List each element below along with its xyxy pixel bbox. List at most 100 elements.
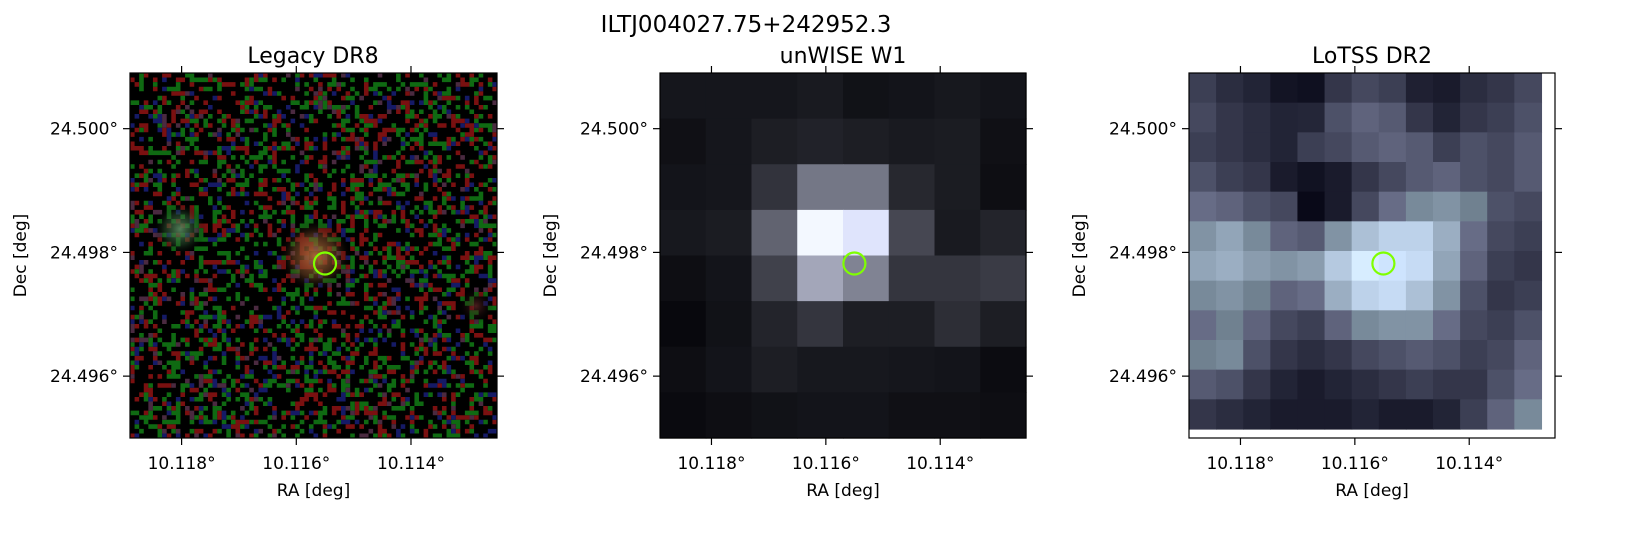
image-pixel — [1216, 102, 1244, 133]
image-pixel — [1487, 221, 1515, 252]
image-pixel — [1514, 310, 1543, 341]
image-pixel — [1460, 102, 1488, 133]
image-pixel — [1405, 251, 1434, 282]
image-pixel — [1378, 369, 1407, 400]
image-pixel — [1270, 251, 1299, 282]
image-pixel — [843, 392, 890, 439]
image-pixel — [980, 118, 1027, 165]
image-pixel — [1189, 162, 1217, 193]
image-pixel — [843, 164, 890, 211]
axes-frame — [1188, 72, 1556, 439]
image-pixel — [1189, 369, 1217, 400]
x-tick-label: 10.116° — [1321, 454, 1389, 474]
image-pixel — [1378, 132, 1407, 163]
lotss-dr2-axes: 10.118° 10.116° 10.114° 24.500° 24.498° 24.49… — [1070, 66, 1562, 501]
image-pixel — [1243, 132, 1271, 163]
image-pixel — [1189, 73, 1217, 104]
image-pixel — [797, 209, 844, 257]
y-axis-label: Dec [deg] — [541, 214, 561, 298]
image-pixel — [1297, 132, 1326, 163]
image-pixel — [1216, 399, 1244, 430]
image-pixel — [797, 301, 844, 348]
image-pixel — [934, 346, 981, 393]
image-pixel — [705, 209, 753, 257]
image-pixel — [1351, 132, 1380, 163]
image-pixel — [1487, 191, 1515, 222]
lotss-dr2-image — [1189, 73, 1555, 438]
image-pixel — [1270, 102, 1299, 133]
image-pixel — [1216, 221, 1244, 252]
image-pixel — [1378, 399, 1407, 430]
image-pixel — [1351, 369, 1380, 400]
image-pixel — [1216, 73, 1244, 104]
image-pixel — [660, 73, 707, 120]
image-pixel — [1405, 340, 1434, 371]
image-pixel — [797, 346, 844, 393]
image-pixel — [1243, 102, 1271, 133]
image-pixel — [1189, 399, 1217, 430]
image-pixel — [934, 255, 981, 302]
unwise-w1-image — [660, 73, 1027, 439]
image-pixel — [751, 392, 798, 439]
y-axis-label: Dec [deg] — [11, 214, 31, 298]
image-pixel — [1487, 102, 1515, 133]
panel-title: LoTSS DR2 — [1312, 44, 1432, 69]
image-pixel — [934, 392, 981, 439]
image-pixel — [660, 346, 707, 393]
image-pixel — [888, 209, 936, 257]
image-pixel — [1405, 310, 1434, 341]
figure-title: ILTJ004027.75+242952.3 — [601, 12, 892, 38]
image-pixel — [797, 118, 844, 165]
image-pixel — [1405, 221, 1434, 252]
image-pixel — [1433, 191, 1461, 222]
image-pixel — [1297, 399, 1326, 430]
image-pixel — [1189, 191, 1217, 222]
image-pixel — [1270, 399, 1299, 430]
image-pixel — [751, 255, 798, 302]
image-pixel — [980, 73, 1027, 120]
y-tick-label: 24.496° — [580, 367, 648, 387]
image-pixel — [1514, 221, 1543, 252]
image-pixel — [1378, 73, 1407, 104]
image-pixel — [934, 118, 981, 165]
axes-frame — [659, 72, 1027, 439]
image-pixel — [1297, 162, 1326, 193]
image-pixel — [1433, 221, 1461, 252]
galaxy-glow — [154, 203, 206, 255]
image-pixel — [1297, 310, 1326, 341]
image-pixel — [1189, 132, 1217, 163]
image-pixel — [1243, 251, 1271, 282]
image-pixel — [843, 73, 890, 120]
image-pixel — [1324, 399, 1353, 430]
image-pixel — [1351, 191, 1380, 222]
y-tick-label: 24.496° — [1109, 367, 1177, 387]
image-pixel — [1405, 132, 1434, 163]
image-pixel — [980, 164, 1027, 211]
image-pixel — [660, 164, 707, 211]
y-tick-label: 24.500° — [50, 120, 118, 140]
image-pixel — [934, 164, 981, 211]
x-axis-label: RA [deg] — [806, 481, 879, 501]
image-pixel — [1324, 73, 1353, 104]
image-pixel — [660, 392, 707, 439]
image-pixel — [934, 209, 981, 257]
image-pixel — [1351, 340, 1380, 371]
image-pixel — [1433, 251, 1461, 282]
image-pixel — [1514, 399, 1543, 430]
image-pixel — [1433, 102, 1461, 133]
image-pixel — [751, 118, 798, 165]
image-pixel — [1243, 369, 1271, 400]
image-pixel — [1378, 102, 1407, 133]
image-pixel — [705, 118, 753, 165]
image-pixel — [1433, 162, 1461, 193]
x-tick-label: 10.118° — [677, 454, 745, 474]
image-pixel — [1378, 162, 1407, 193]
image-pixel — [888, 346, 936, 393]
image-pixel — [1351, 310, 1380, 341]
image-pixel — [1514, 132, 1543, 163]
image-pixel — [797, 73, 844, 120]
image-pixel — [1324, 191, 1353, 222]
panel-lotss-dr2: LoTSS DR2 10.118° 10.116° 10.114° 24.500° 24… — [1070, 44, 1562, 501]
image-pixel — [1460, 73, 1488, 104]
